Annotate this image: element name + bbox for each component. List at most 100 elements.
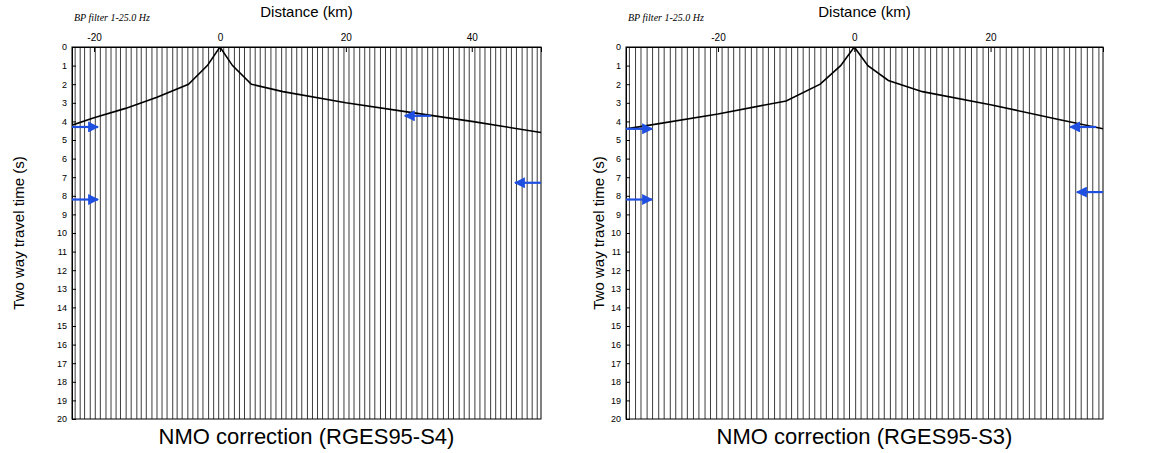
trace (239, 47, 240, 419)
y-tick-label: 10 (57, 228, 67, 238)
y-tick-label: 11 (612, 247, 621, 257)
y-tick: 14 (611, 303, 630, 313)
y-tick-label: 4 (62, 117, 67, 127)
y-tick-label: 8 (62, 191, 67, 201)
trace (453, 47, 454, 419)
trace (182, 47, 183, 419)
y-tick: 4 (62, 117, 76, 127)
trace (948, 47, 949, 419)
y-tick-label: 16 (57, 340, 67, 350)
y-tick-mark (626, 326, 630, 327)
trace (469, 47, 470, 419)
panel-title: NMO correction (RGES95-S3) (717, 424, 1013, 449)
y-tick: 5 (616, 135, 630, 145)
trace (244, 47, 245, 419)
trace (301, 47, 302, 419)
plot-area (626, 47, 1103, 419)
trace (105, 47, 106, 419)
y-tick-mark (626, 307, 630, 308)
trace (537, 47, 538, 419)
y-tick-mark (626, 419, 630, 420)
trace (364, 47, 365, 419)
trace (895, 47, 896, 419)
y-tick: 17 (57, 359, 76, 369)
trace (495, 47, 496, 419)
trace (296, 47, 297, 419)
y-tick-label: 9 (616, 210, 621, 220)
y-tick: 16 (57, 340, 76, 350)
y-tick-mark (626, 196, 630, 197)
y-tick: 20 (57, 414, 76, 424)
y-tick: 13 (611, 284, 630, 294)
y-tick-label: 9 (62, 210, 67, 220)
y-tick: 0 (616, 42, 630, 52)
y-tick: 6 (62, 154, 76, 164)
trace (855, 47, 856, 419)
trace (474, 47, 475, 419)
trace (698, 47, 699, 419)
y-tick-label: 5 (616, 135, 621, 145)
y-tick-label: 17 (611, 359, 621, 369)
trace (411, 47, 412, 419)
trace (872, 47, 873, 419)
trace (1081, 47, 1082, 419)
trace (84, 47, 85, 419)
y-tick-label: 5 (62, 135, 67, 145)
trace (464, 47, 465, 419)
y-tick: 6 (616, 154, 630, 164)
trace (116, 47, 117, 419)
trace (385, 47, 386, 419)
y-tick-label: 12 (611, 266, 621, 276)
trace (705, 47, 706, 419)
y-tick-label: 15 (611, 321, 621, 331)
y-tick-label: 14 (57, 303, 67, 313)
arrow (626, 198, 652, 200)
trace (151, 47, 152, 419)
arrow (515, 182, 541, 184)
y-tick-mark (626, 121, 630, 122)
y-tick-mark (626, 47, 630, 48)
x-axis-title: Distance (km) (818, 3, 911, 20)
trace (867, 47, 868, 419)
y-tick-mark (72, 103, 76, 104)
y-tick-mark (72, 84, 76, 85)
trace (762, 47, 763, 419)
trace (837, 47, 838, 419)
y-tick: 7 (62, 173, 76, 183)
trace (658, 47, 659, 419)
y-tick-label: 18 (57, 377, 67, 387)
y-tick-label: 6 (62, 154, 67, 164)
panel: -2002001234567891011121314151617181920BP… (590, 3, 1104, 449)
plot-frame (626, 47, 1103, 419)
y-tick-label: 19 (57, 396, 67, 406)
trace (1098, 47, 1099, 419)
y-tick-mark (626, 103, 630, 104)
trace (156, 47, 157, 419)
y-tick-mark (626, 270, 630, 271)
y-tick-label: 6 (616, 154, 621, 164)
x-tick-mark (718, 47, 719, 52)
trace (516, 47, 517, 419)
arrow (72, 126, 98, 128)
y-tick: 1 (616, 61, 630, 71)
x-tick: 0 (218, 32, 224, 52)
x-tick-label: 0 (218, 32, 224, 43)
trace (681, 47, 682, 419)
trace (80, 47, 81, 419)
x-axis-line (73, 48, 542, 53)
first-arrival-line (72, 47, 541, 133)
trace (197, 47, 198, 419)
trace (192, 47, 193, 419)
y-tick: 15 (611, 321, 630, 331)
y-tick-label: 2 (62, 80, 67, 90)
y-tick-mark (626, 363, 630, 364)
y-tick-mark (626, 84, 630, 85)
y-tick: 0 (62, 42, 76, 52)
trace (768, 47, 769, 419)
trace (390, 47, 391, 419)
x-tick-mark (991, 47, 992, 52)
trace (1092, 47, 1093, 419)
y-tick-label: 4 (616, 117, 621, 127)
trace (265, 47, 266, 419)
trace (167, 47, 168, 419)
